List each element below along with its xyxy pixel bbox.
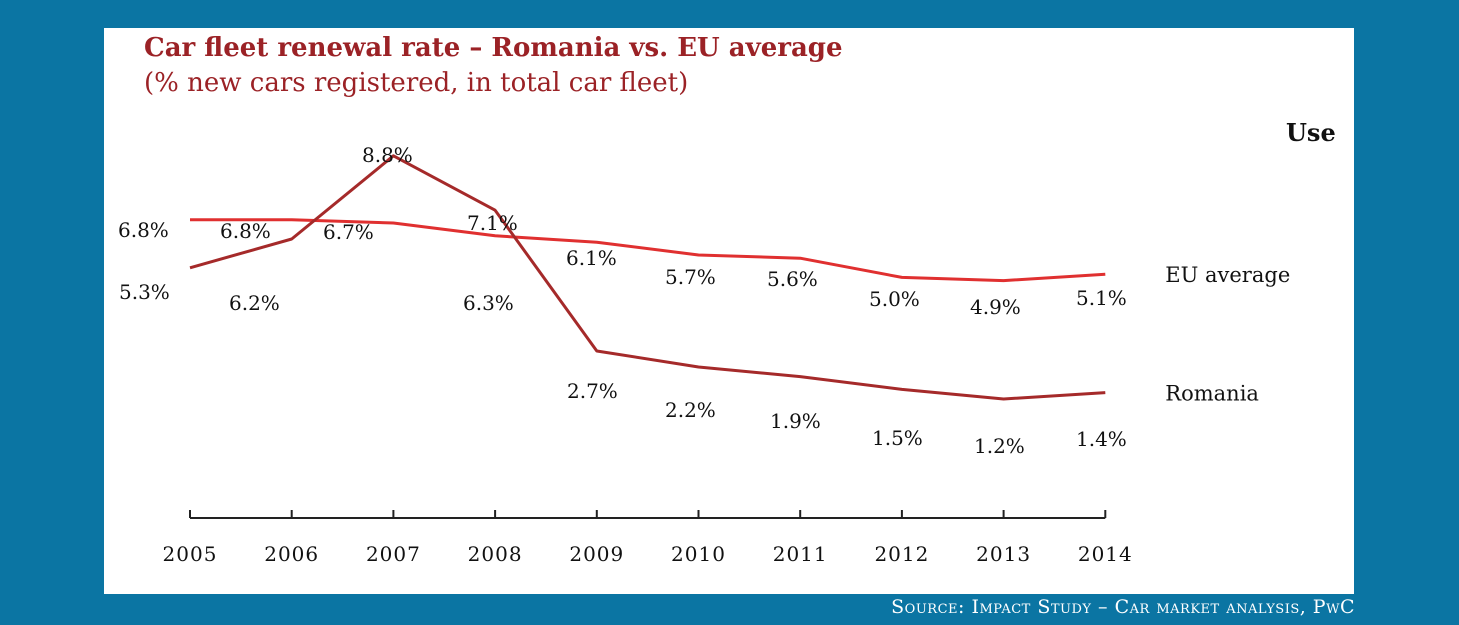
data-label-romania-2012: 1.5% bbox=[872, 426, 923, 450]
data-label-eu-average-2010: 5.7% bbox=[665, 265, 716, 289]
cut-off-heading: Use bbox=[1286, 118, 1336, 147]
x-tick-label-2008: 2008 bbox=[468, 542, 523, 566]
x-tick-label-2005: 2005 bbox=[163, 542, 218, 566]
data-label-romania-2009: 2.7% bbox=[567, 379, 618, 403]
data-label-eu-average-2011: 5.6% bbox=[767, 267, 818, 291]
series-line-eu-average bbox=[190, 218, 1106, 283]
x-axis: 2005 2006 2007 2008 2009 2010 2011 2012 2013 2014 bbox=[163, 510, 1133, 566]
data-label-eu-average-2009: 6.1% bbox=[566, 246, 617, 270]
data-label-romania-2011: 1.9% bbox=[770, 409, 821, 433]
x-tick-label-2014: 2014 bbox=[1078, 542, 1133, 566]
data-label-eu-average-2012: 5.0% bbox=[869, 287, 920, 311]
x-tick-label-2007: 2007 bbox=[366, 542, 421, 566]
data-label-romania-2005: 5.3% bbox=[119, 280, 170, 304]
series-name-label: Romania bbox=[1165, 382, 1259, 406]
x-tick-label-2013: 2013 bbox=[976, 542, 1031, 566]
data-label-eu-average-2006: 6.8% bbox=[220, 219, 271, 243]
data-label-romania-2010: 2.2% bbox=[665, 398, 716, 422]
x-tick-label-2009: 2009 bbox=[569, 542, 624, 566]
data-labels: 6.8% 6.8% 6.7% 6.1% 5.7% 5.6% 5.0% 4.9% 5.1% 5.3%… bbox=[118, 143, 1127, 458]
x-tick-label-2011: 2011 bbox=[773, 542, 828, 566]
data-label-romania-2008: 7.1% bbox=[467, 211, 518, 235]
data-label-eu-average-2013: 4.9% bbox=[970, 295, 1021, 319]
chart-subtitle: (% new cars registered, in total car fle… bbox=[144, 68, 688, 98]
source-note: Source: Impact Study – Car market analys… bbox=[891, 596, 1355, 618]
data-label-eu-average-2007: 6.7% bbox=[323, 220, 374, 244]
x-tick-label-2006: 2006 bbox=[264, 542, 319, 566]
chart-panel: Car fleet renewal rate – Romania vs. EU … bbox=[104, 28, 1354, 594]
chart-title: Car fleet renewal rate – Romania vs. EU … bbox=[144, 33, 843, 63]
series-line-romania bbox=[189, 154, 1106, 401]
data-label-eu-average-2005: 6.8% bbox=[118, 218, 169, 242]
x-tick-label-2012: 2012 bbox=[874, 542, 929, 566]
data-label-romania-2014: 1.4% bbox=[1076, 427, 1127, 451]
data-label-romania-2013: 1.2% bbox=[974, 434, 1025, 458]
data-label-romania-2007: 8.8% bbox=[362, 143, 413, 167]
x-tick-label-2010: 2010 bbox=[671, 542, 726, 566]
series-name-label: EU average bbox=[1165, 263, 1290, 287]
series-layer: EU average Romania bbox=[189, 154, 1290, 406]
line-chart: Car fleet renewal rate – Romania vs. EU … bbox=[118, 33, 1336, 566]
data-label-extra: 6.3% bbox=[463, 291, 514, 315]
data-label-eu-average-2014: 5.1% bbox=[1076, 286, 1127, 310]
data-label-romania-2006: 6.2% bbox=[229, 291, 280, 315]
